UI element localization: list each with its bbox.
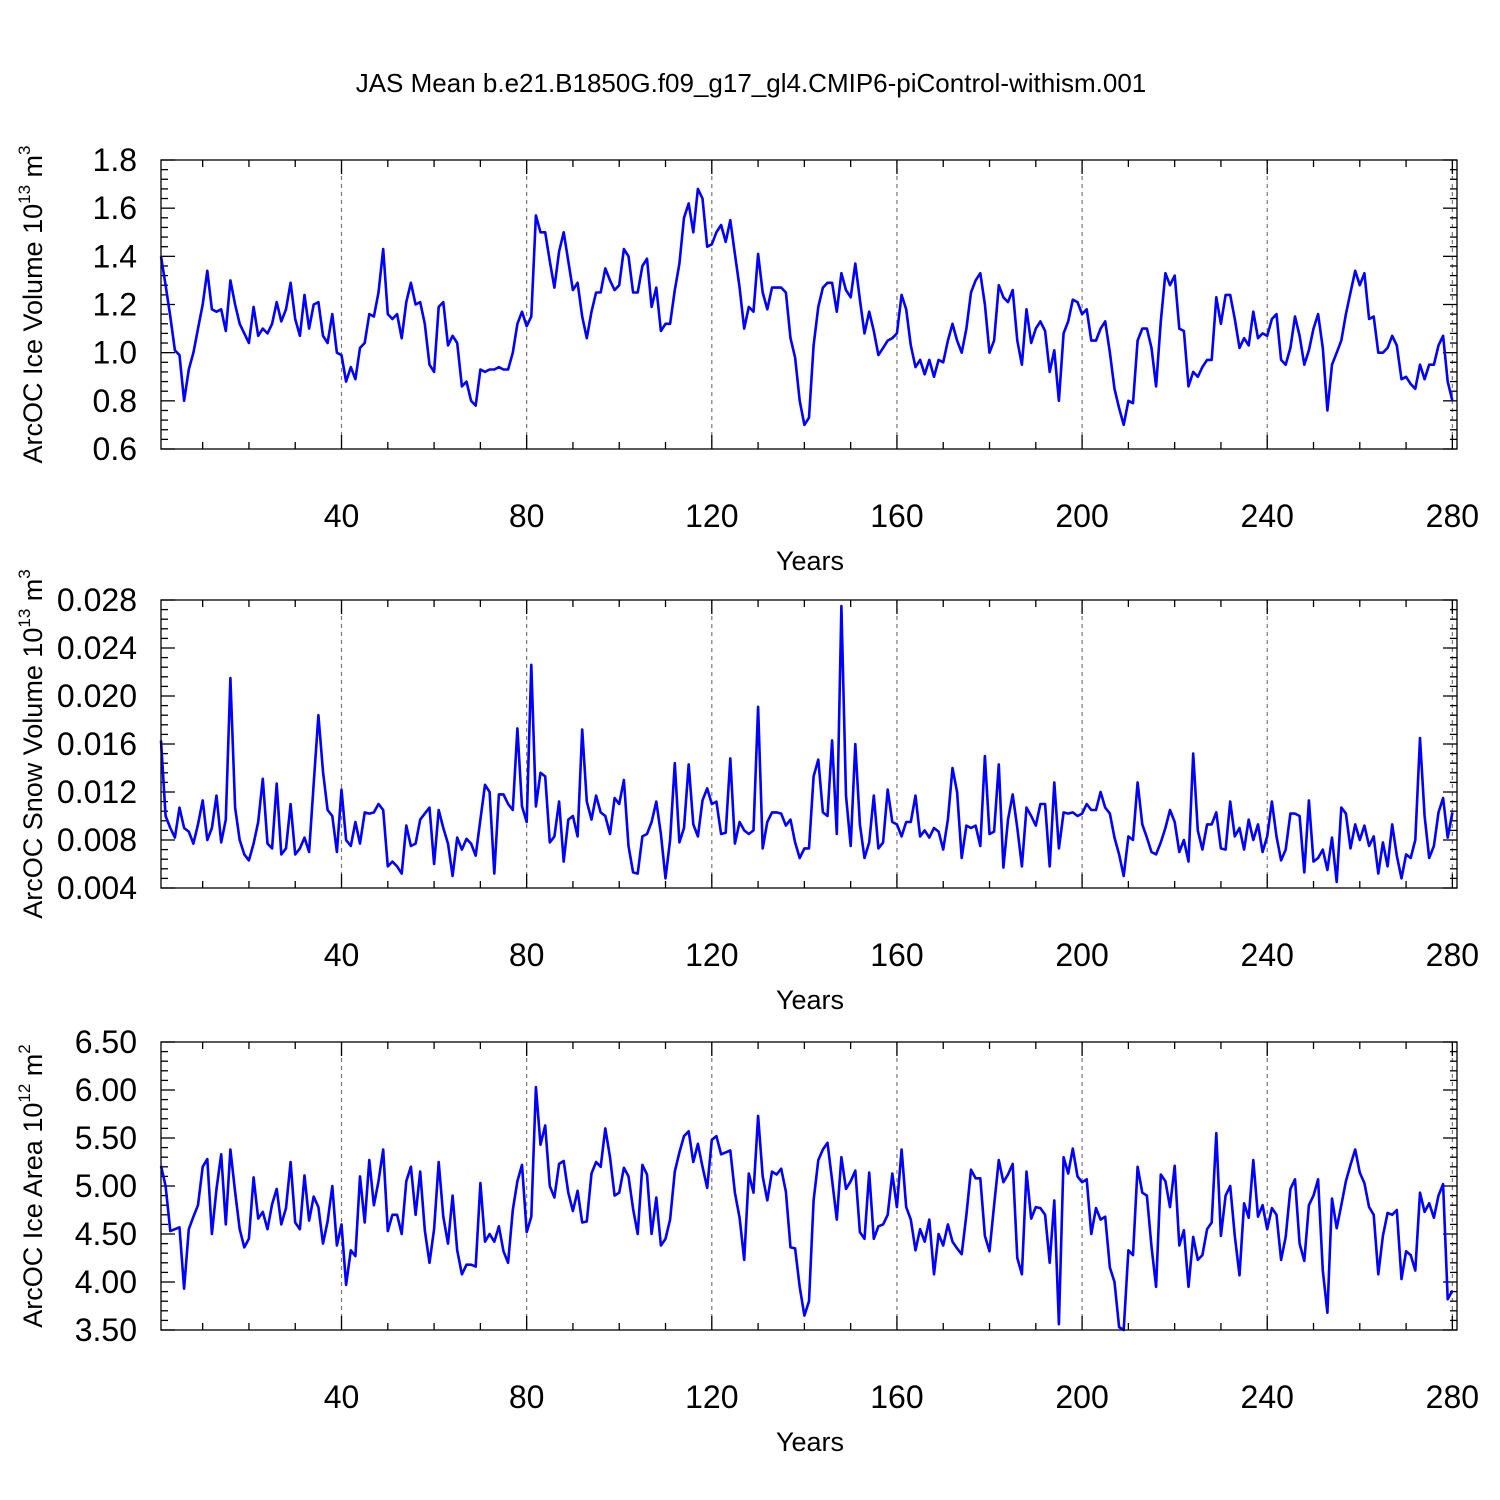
y-tick-label: 1.6: [93, 190, 137, 226]
x-tick-label: 40: [324, 498, 360, 534]
x-tick-label: 80: [509, 498, 545, 534]
y-axis-label: ArcOC Ice Volume 1013 m3: [15, 145, 48, 463]
x-tick-label: 40: [324, 1379, 360, 1415]
y-axis-label-unit: m: [18, 155, 48, 185]
x-tick-label: 80: [509, 1379, 545, 1415]
x-tick-label: 280: [1426, 937, 1479, 973]
y-tick-label: 4.00: [75, 1264, 137, 1300]
y-axis-label-exponent: 12: [15, 1084, 34, 1103]
y-axis-label-unit-exponent: 3: [15, 145, 34, 154]
y-tick-label: 5.00: [75, 1168, 137, 1204]
x-tick-label: 200: [1055, 498, 1108, 534]
x-tick-label: 160: [870, 1379, 923, 1415]
x-tick-label: 240: [1241, 498, 1294, 534]
y-tick-label: 0.004: [57, 870, 137, 906]
series-line-snow-volume: [159, 604, 1454, 884]
series-line-ice-volume: [159, 187, 1454, 427]
x-tick-label: 280: [1426, 498, 1479, 534]
x-tick-label: 200: [1055, 937, 1108, 973]
y-tick-label: 1.0: [93, 335, 137, 371]
y-axis-label-unit-exponent: 2: [15, 1044, 34, 1053]
y-tick-label: 0.016: [57, 726, 137, 762]
figure-title: JAS Mean b.e21.B1850G.f09_g17_gl4.CMIP6-…: [356, 68, 1147, 98]
x-tick-label: 280: [1426, 1379, 1479, 1415]
y-tick-label: 0.020: [57, 678, 137, 714]
panel-snow-volume: 40 80 120 160 200 240 280 0.004 0.008 0.012 0.016 0…: [15, 569, 1479, 1015]
panel-ice-volume: 40 80 120 160 200 240 280 0.6 0.8 1.0 1.2 1.4 1.6 1.8…: [15, 142, 1479, 576]
x-tick-label: 40: [324, 937, 360, 973]
y-tick-label: 0.008: [57, 822, 137, 858]
x-tick-label: 160: [870, 937, 923, 973]
y-tick-label: 6.00: [75, 1072, 137, 1108]
y-tick-label: 0.024: [57, 630, 137, 666]
plot-frame: [160, 599, 1458, 889]
x-tick-label: 200: [1055, 1379, 1108, 1415]
y-axis-label-text: ArcOC Ice Area 10: [18, 1103, 48, 1328]
y-tick-label: 5.50: [75, 1120, 137, 1156]
plot-frame: [160, 1041, 1458, 1331]
y-tick-label: 0.012: [57, 774, 137, 810]
y-axis-label-unit-exponent: 3: [15, 569, 34, 578]
y-tick-label: 4.50: [75, 1216, 137, 1252]
series-line-ice-area: [159, 1085, 1454, 1332]
plot-frame: [160, 159, 1458, 450]
y-axis-label-exponent: 13: [15, 609, 34, 628]
x-axis-label: Years: [776, 985, 844, 1015]
y-axis-label-text: ArcOC Ice Volume 10: [18, 204, 48, 464]
y-tick-label: 0.6: [93, 431, 137, 467]
x-tick-label: 240: [1241, 937, 1294, 973]
y-axis-label-exponent: 13: [15, 185, 34, 204]
y-tick-label: 1.8: [93, 142, 137, 178]
y-tick-label: 1.4: [93, 238, 137, 274]
panel-ice-area: 40 80 120 160 200 240 280 3.50 4.00 4.50 5.00 5.50 6…: [15, 1024, 1479, 1457]
x-axis-label: Years: [776, 546, 844, 576]
y-axis-label-text: ArcOC Snow Volume 10: [18, 628, 48, 919]
x-tick-label: 120: [685, 498, 738, 534]
x-tick-label: 120: [685, 1379, 738, 1415]
y-tick-label: 0.8: [93, 383, 137, 419]
x-axis-label: Years: [776, 1427, 844, 1457]
y-axis-label-unit: m: [18, 579, 48, 609]
y-axis-label: ArcOC Ice Area 1012 m2: [15, 1044, 48, 1328]
x-tick-label: 80: [509, 937, 545, 973]
y-tick-label: 0.028: [57, 582, 137, 618]
x-tick-label: 240: [1241, 1379, 1294, 1415]
x-tick-label: 160: [870, 498, 923, 534]
y-tick-label: 1.2: [93, 287, 137, 323]
y-axis-label: ArcOC Snow Volume 1013 m3: [15, 569, 48, 919]
y-axis-label-unit: m: [18, 1054, 48, 1084]
x-tick-label: 120: [685, 937, 738, 973]
y-tick-label: 3.50: [75, 1312, 137, 1348]
y-tick-label: 6.50: [75, 1024, 137, 1060]
